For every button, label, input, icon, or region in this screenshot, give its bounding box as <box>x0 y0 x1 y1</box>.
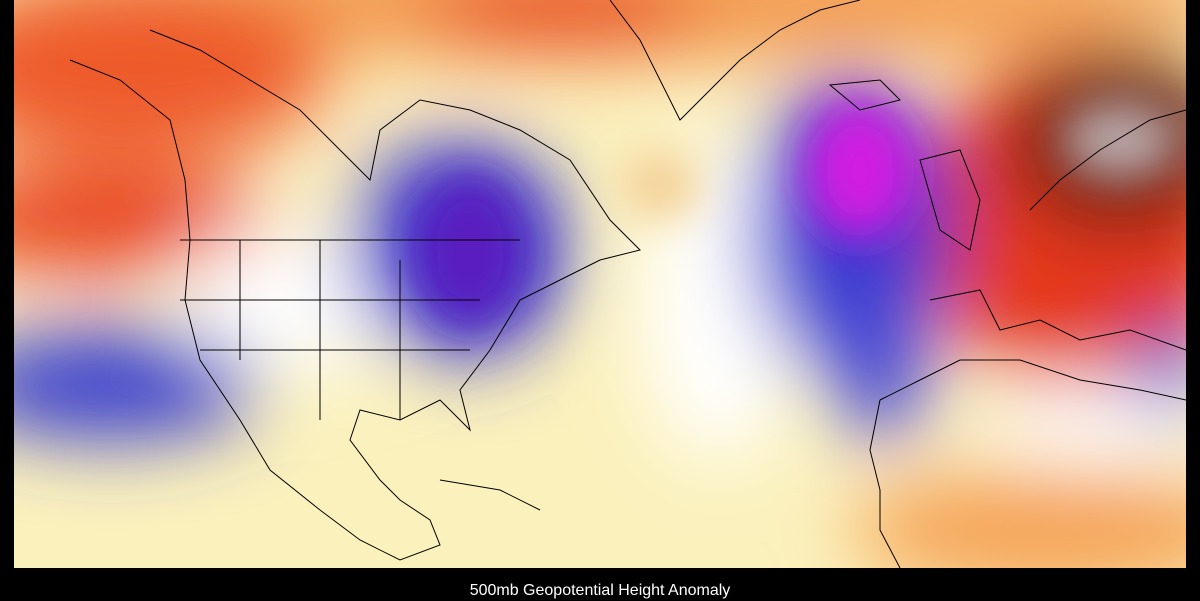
map-caption: 500mb Geopotential Height Anomaly <box>469 582 731 599</box>
anomaly-field <box>14 0 1186 568</box>
coastlines <box>69 0 1187 569</box>
anomaly-map <box>14 0 1187 569</box>
